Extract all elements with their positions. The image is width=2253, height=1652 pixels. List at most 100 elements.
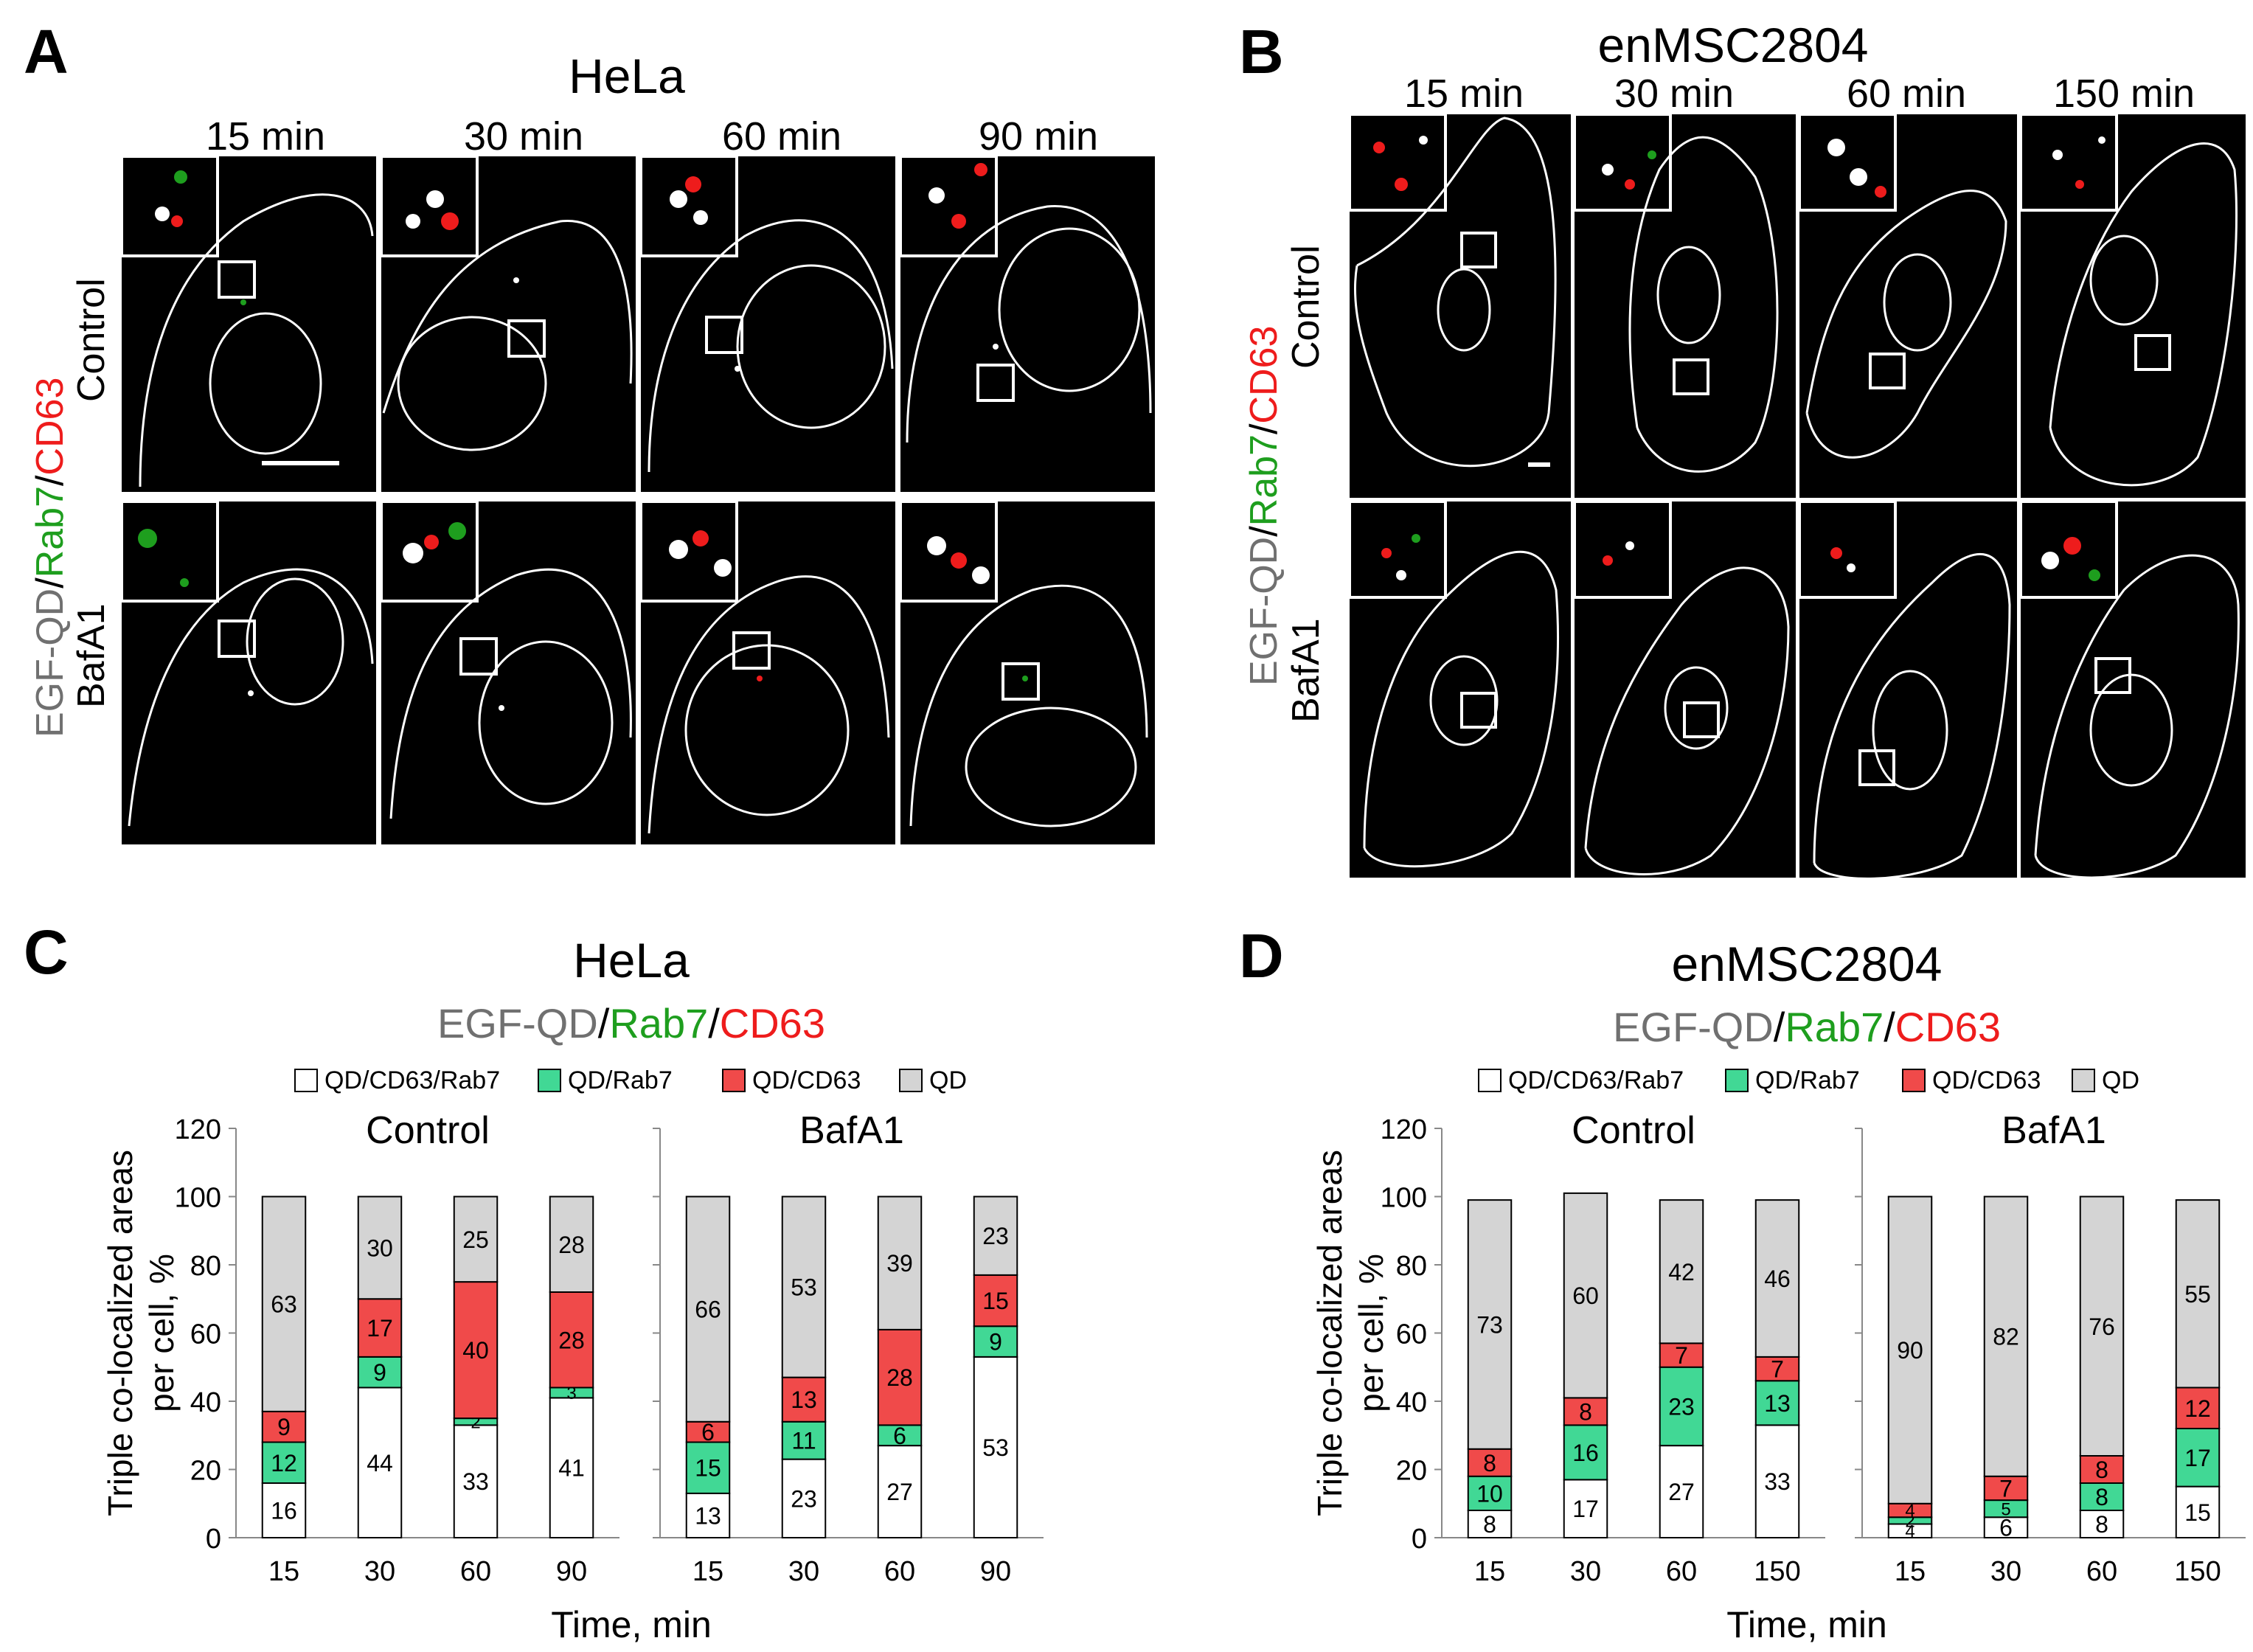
bar-segment — [1983, 1516, 2029, 1538]
bar-segment — [1754, 1380, 1800, 1426]
bar-segment — [261, 1410, 307, 1443]
bar-segment — [973, 1274, 1018, 1328]
panel-a-title: HeLa — [569, 49, 685, 103]
chart-title: HeLa — [573, 933, 690, 988]
data-label: 7 — [1999, 1475, 2013, 1502]
data-label: 7 — [1675, 1342, 1688, 1369]
data-label: 30 — [367, 1235, 393, 1261]
data-label: 13 — [1764, 1390, 1791, 1417]
legend-label-3: QD — [2102, 1066, 2139, 1094]
bar-segment — [453, 1195, 499, 1283]
data-label: 13 — [695, 1502, 721, 1529]
bar-segment — [1467, 1448, 1513, 1477]
data-label: 4 — [1905, 1521, 1914, 1541]
data-label: 42 — [1668, 1259, 1695, 1285]
bar-segment — [453, 1424, 499, 1538]
data-label: 53 — [982, 1434, 1009, 1461]
data-label: 15 — [695, 1455, 721, 1482]
bar-segment — [261, 1482, 307, 1538]
data-label: 16 — [271, 1498, 297, 1524]
y-tick-label: 40 — [190, 1387, 221, 1418]
legend-swatch-0 — [294, 1069, 318, 1092]
legend-swatch-1 — [1725, 1069, 1749, 1092]
data-label: 90 — [1897, 1337, 1923, 1364]
bar-segment — [1563, 1397, 1608, 1426]
bar-segment — [973, 1325, 1018, 1358]
data-label: 8 — [1579, 1398, 1592, 1425]
x-tick-label: 15 — [1895, 1556, 1926, 1587]
group-title: BafA1 — [799, 1109, 904, 1152]
data-label: 8 — [1483, 1511, 1496, 1538]
group-bafa1: BafA113156661523111353302762839605391523… — [653, 1109, 1044, 1587]
legend-label-2: QD/CD63 — [1932, 1066, 2041, 1094]
y-axis-label-line-1: Triple co-localized areas — [1311, 1150, 1349, 1516]
bar-segment — [1467, 1199, 1513, 1450]
data-label: 17 — [367, 1315, 393, 1342]
y-tick-label: 20 — [190, 1456, 221, 1487]
data-label: 39 — [886, 1250, 913, 1277]
y-axis-label-line-1: Triple co-localized areas — [101, 1150, 139, 1516]
subtitle-part-0: EGF-QD — [437, 1000, 598, 1047]
bar-segment — [877, 1424, 923, 1447]
x-tick-label: 15 — [268, 1556, 299, 1587]
panel-b-time-3: 60 min — [1846, 72, 1967, 116]
bar-segment — [1659, 1342, 1704, 1368]
bar-segment — [549, 1195, 594, 1293]
data-label: 23 — [982, 1223, 1009, 1249]
micrograph-b-control-60 — [1799, 114, 2017, 498]
data-label: 10 — [1476, 1480, 1503, 1507]
panel-a-time-2: 30 min — [463, 114, 584, 159]
x-axis-label: Time, min — [1726, 1604, 1887, 1645]
x-tick-label: 60 — [1666, 1556, 1697, 1587]
group-control: 0 20 40 60 80 100 120 Control 8 10 8 73 15 17 16 8 60 30 2… — [1381, 1109, 1825, 1587]
y-tick-label: 80 — [1396, 1251, 1427, 1282]
data-label: 8 — [1483, 1450, 1496, 1476]
data-label: 15 — [982, 1288, 1009, 1314]
panel-letter-b: B — [1239, 17, 1284, 86]
y-tick-label: 100 — [1381, 1183, 1427, 1214]
chart-title: enMSC2804 — [1672, 937, 1943, 991]
x-tick-label: 15 — [1474, 1556, 1505, 1587]
bar-segment — [2175, 1428, 2221, 1488]
data-label: 11 — [791, 1428, 816, 1454]
micrograph-a-control-15 — [122, 156, 376, 492]
y-tick-label: 0 — [1412, 1524, 1427, 1555]
data-label: 6 — [701, 1419, 715, 1446]
data-label: 8 — [2095, 1484, 2108, 1510]
x-tick-label: 150 — [1754, 1556, 1800, 1587]
bar-segment — [685, 1492, 731, 1538]
x-tick-label: 30 — [364, 1556, 395, 1587]
legend-swatch-3 — [2072, 1069, 2095, 1092]
subtitle-part-2: Rab7 — [1785, 1004, 1884, 1050]
panel-b-title: enMSC2804 — [1597, 18, 1869, 72]
y-tick-label: 120 — [175, 1114, 221, 1145]
data-label: 7 — [1771, 1356, 1784, 1383]
panel-letter-a: A — [24, 17, 69, 86]
subtitle-part-3: / — [708, 1000, 720, 1047]
y-tick-label: 60 — [1396, 1319, 1427, 1350]
chart-subtitle: EGF-QD/Rab7/CD63 — [437, 1000, 825, 1047]
bar-segment — [357, 1356, 403, 1389]
data-label: 3 — [566, 1384, 576, 1403]
bar-segment — [1659, 1199, 1704, 1344]
data-label: 28 — [886, 1364, 913, 1391]
data-label: 60 — [1572, 1283, 1599, 1309]
bar-segment — [1659, 1366, 1704, 1447]
x-axis-label: Time, min — [551, 1604, 712, 1645]
data-label: 23 — [791, 1485, 817, 1512]
panel-b-micrographs — [1348, 113, 2246, 880]
data-label: 8 — [2095, 1457, 2108, 1483]
legend-swatch-0 — [1478, 1069, 1502, 1092]
panel-b-time-1: 15 min — [1403, 72, 1524, 116]
subtitle-part-2: Rab7 — [609, 1000, 708, 1047]
data-label: 63 — [271, 1291, 297, 1318]
bar-segment — [1563, 1192, 1608, 1399]
micrograph-a-bafa1-15 — [122, 502, 376, 844]
subtitle-part-0: EGF-QD — [1613, 1004, 1774, 1050]
data-label: 28 — [558, 1327, 585, 1353]
micrograph-b-bafa1-30 — [1575, 502, 1796, 878]
chart-subtitle: EGF-QD/Rab7/CD63 — [1613, 1004, 2001, 1050]
